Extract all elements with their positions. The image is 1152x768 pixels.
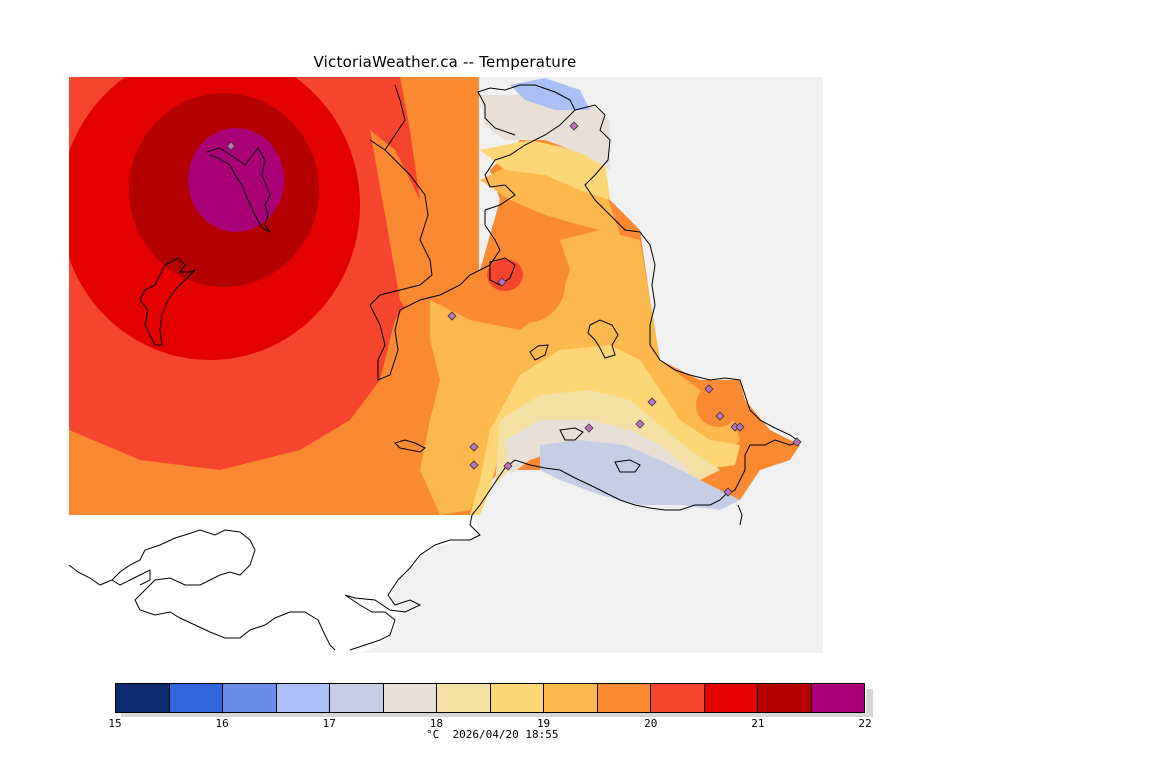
warm-pocket-c: [696, 383, 740, 427]
coastline-point: [737, 504, 743, 526]
station-marker[interactable]: [469, 460, 479, 470]
unit-label: °C: [426, 728, 440, 741]
coastline-islet-c: [529, 344, 549, 361]
colorbar-tick-label: 20: [644, 717, 658, 730]
colorbar-swatch: [330, 684, 384, 712]
station-marker[interactable]: [704, 384, 714, 394]
colorbar-tick-label: 19: [536, 717, 551, 730]
colorbar-swatch: [437, 684, 491, 712]
colorbar-swatch: [490, 684, 544, 712]
warm-pocket-b: [487, 259, 523, 291]
colorbar-swatch: [597, 684, 651, 712]
colorbar-shadow: [866, 689, 873, 717]
units-timestamp: °C 2026/04/20 18:55: [426, 728, 558, 741]
station-marker[interactable]: [735, 422, 745, 432]
coastline-islet-b: [587, 319, 619, 359]
colorbar-tick-label: 21: [751, 717, 765, 730]
colorbar: [115, 683, 865, 713]
colorbar-swatch: [169, 684, 223, 712]
station-marker[interactable]: [635, 419, 645, 429]
colorbar-swatch: [758, 684, 812, 712]
band-east-19: [470, 345, 740, 515]
coastline-islet-e: [614, 459, 641, 473]
colorbar-swatch: [651, 684, 705, 712]
colorbar-swatch: [704, 684, 758, 712]
coastline-south: [344, 459, 546, 651]
temperature-field-east: [370, 78, 800, 515]
band-22: [188, 128, 284, 232]
coastline-islet-a: [394, 439, 426, 453]
band-north-18: [480, 95, 610, 170]
timestamp: 2026/04/20 18:55: [452, 728, 559, 741]
coastlines: [69, 84, 802, 651]
band-north-16-5: [510, 78, 590, 110]
station-marker[interactable]: [584, 423, 594, 433]
colorbar-swatch: [811, 684, 864, 712]
coastline-inlet: [111, 569, 151, 586]
colorbar-tick-label: 22: [858, 717, 872, 730]
colorbar-tick-label: 15: [108, 717, 122, 730]
station-marker[interactable]: [503, 461, 513, 471]
no-data-region: [69, 515, 480, 653]
band-east-17-5: [540, 440, 740, 510]
colorbar-swatch: [223, 684, 277, 712]
coastline-bay: [489, 257, 516, 286]
station-marker[interactable]: [226, 141, 236, 151]
coastline-peninsula-east: [544, 104, 802, 511]
colorbar-shadow-bottom: [121, 713, 873, 717]
station-marker[interactable]: [497, 277, 507, 287]
coastline-island-b: [139, 257, 196, 346]
station-markers: [226, 121, 802, 497]
colorbar-tick-label: 16: [215, 717, 229, 730]
station-marker[interactable]: [569, 121, 579, 131]
colorbar-swatch: [544, 684, 598, 712]
coastline-island-a: [205, 147, 271, 233]
station-marker[interactable]: [469, 442, 479, 452]
temperature-field: [69, 77, 479, 515]
station-marker[interactable]: [715, 411, 725, 421]
colorbar-tick-label: 17: [322, 717, 336, 730]
coastline-peninsula-north: [369, 84, 576, 381]
map-title: VictoriaWeather.ca -- Temperature: [313, 53, 577, 71]
colorbar-swatch: [383, 684, 437, 712]
colorbar-tick-label: 18: [429, 717, 444, 730]
coastline-islet-d: [559, 427, 584, 441]
station-marker[interactable]: [723, 487, 733, 497]
colorbar-swatch: [116, 684, 170, 712]
station-marker[interactable]: [447, 311, 457, 321]
station-marker[interactable]: [647, 397, 657, 407]
station-marker[interactable]: [792, 437, 802, 447]
coastline-island-south: [69, 529, 336, 651]
band-north-19: [480, 140, 610, 200]
colorbar-swatch: [276, 684, 330, 712]
coastline-mainland-west: [384, 84, 406, 151]
